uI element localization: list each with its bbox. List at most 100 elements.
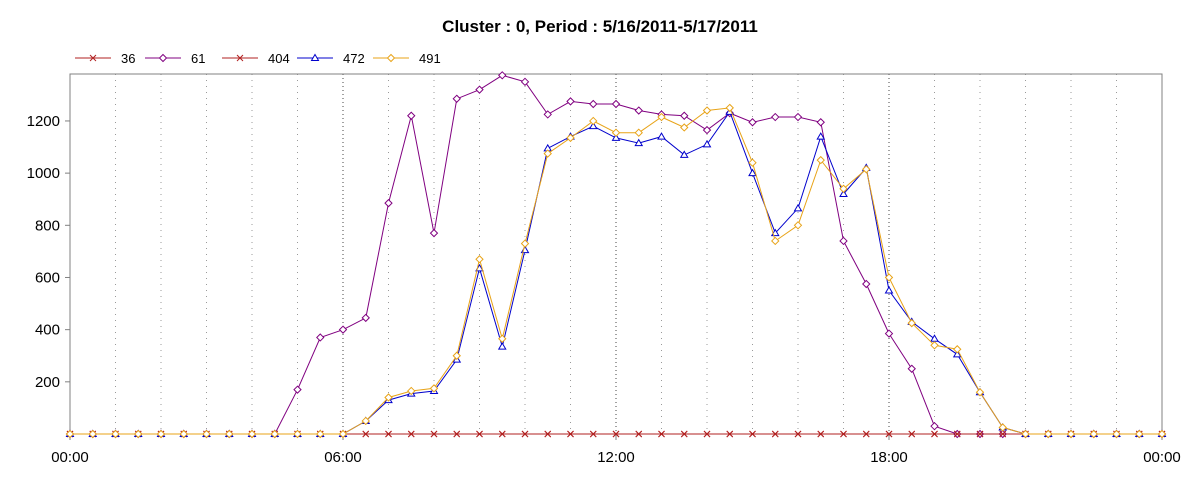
data-point: [953, 430, 961, 438]
data-point: [566, 97, 575, 106]
data-point: [293, 429, 302, 439]
data-point: [839, 184, 848, 193]
data-point: [702, 139, 712, 148]
data-point: [702, 125, 712, 135]
series-491: [65, 103, 1167, 439]
data-point: [179, 429, 188, 439]
data-point: [817, 430, 825, 438]
data-point: [498, 71, 507, 80]
data-point: [1157, 429, 1167, 439]
data-point: [134, 429, 143, 439]
data-point: [362, 430, 370, 438]
data-point: [338, 429, 348, 439]
data-point: [907, 318, 916, 328]
data-point: [430, 430, 438, 438]
data-point: [793, 203, 803, 212]
data-point: [407, 430, 415, 438]
data-point: [1066, 429, 1076, 439]
data-point: [884, 286, 894, 294]
data-point: [679, 150, 689, 158]
data-point: [520, 239, 530, 248]
series-layer: [65, 71, 1167, 439]
data-point: [748, 118, 757, 127]
data-point: [361, 416, 370, 426]
data-point: [521, 430, 529, 438]
data-point: [611, 99, 621, 109]
series-472: [65, 107, 1167, 437]
y-tick-label: 800: [35, 217, 60, 234]
data-point: [657, 112, 666, 122]
data-point: [816, 132, 826, 140]
data-point: [976, 430, 984, 438]
data-point: [634, 138, 644, 147]
data-point: [202, 429, 211, 439]
data-point: [476, 430, 483, 438]
data-point: [771, 236, 780, 246]
legend-item: 61: [145, 51, 205, 66]
data-point: [497, 342, 507, 350]
data-point: [657, 132, 666, 140]
chart-title: Cluster : 0, Period : 5/16/2011-5/17/201…: [442, 17, 758, 36]
legend-label: 404: [268, 51, 290, 66]
data-point: [930, 341, 939, 350]
data-point: [429, 228, 439, 238]
legend-label: 61: [191, 51, 205, 66]
data-point: [452, 351, 461, 360]
data-point: [65, 429, 75, 439]
legend: 36 61 404 472 491: [75, 51, 441, 66]
data-point: [1044, 429, 1053, 439]
data-point: [111, 429, 120, 439]
data-point: [566, 133, 575, 143]
data-point: [1135, 429, 1144, 439]
legend-label: 491: [419, 51, 441, 66]
data-point: [840, 430, 847, 438]
series-line: [70, 110, 1162, 435]
data-point: [498, 430, 506, 438]
data-point: [247, 429, 257, 439]
data-point: [384, 393, 393, 402]
x-tick-label: 06:00: [324, 449, 362, 466]
x-tick-label: 12:00: [597, 449, 635, 466]
x-tick-label: 00:00: [1143, 449, 1181, 466]
data-point: [862, 279, 871, 289]
data-point: [793, 112, 803, 122]
data-point: [862, 430, 870, 438]
data-point: [793, 221, 803, 230]
data-point: [589, 116, 598, 126]
data-point: [316, 429, 325, 439]
data-point: [225, 429, 234, 439]
x-tick-label: 18:00: [870, 449, 908, 466]
legend-marker: [236, 54, 244, 62]
data-point: [293, 385, 302, 394]
data-point: [475, 255, 484, 264]
legend-marker: [89, 54, 97, 62]
data-point: [952, 349, 962, 358]
data-point: [816, 118, 825, 127]
data-point: [908, 430, 916, 438]
data-point: [611, 128, 621, 137]
data-point: [589, 99, 598, 109]
y-tick-label: 1200: [27, 113, 60, 130]
legend-label: 472: [343, 51, 365, 66]
grid: [115, 74, 1117, 434]
data-point: [543, 149, 552, 158]
legend-marker: [386, 53, 396, 63]
data-point: [930, 334, 939, 342]
data-point: [884, 273, 894, 282]
y-tick-label: 600: [35, 269, 60, 286]
data-point: [907, 364, 916, 373]
data-point: [749, 430, 756, 438]
data-point: [680, 111, 689, 120]
data-point: [816, 155, 825, 165]
legend-item: 36: [75, 51, 135, 66]
data-point: [544, 430, 552, 438]
data-point: [338, 325, 348, 334]
legend-label: 36: [121, 51, 135, 66]
data-point: [703, 430, 711, 438]
data-point: [634, 106, 643, 115]
data-point: [612, 430, 620, 438]
data-point: [680, 430, 688, 438]
legend-item: 472: [297, 51, 365, 66]
data-point: [520, 77, 530, 87]
data-point: [794, 430, 802, 438]
